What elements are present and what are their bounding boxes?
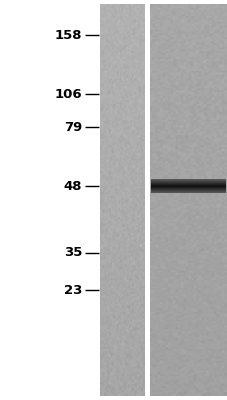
Bar [150,180,225,193]
Text: 48: 48 [63,180,82,193]
Text: 158: 158 [54,29,82,42]
Bar [99,4,144,396]
Bar [149,4,226,396]
Text: 23: 23 [63,284,82,297]
Text: 106: 106 [54,88,82,101]
Text: 35: 35 [63,246,82,260]
Bar [144,4,149,396]
Text: 79: 79 [64,121,82,134]
